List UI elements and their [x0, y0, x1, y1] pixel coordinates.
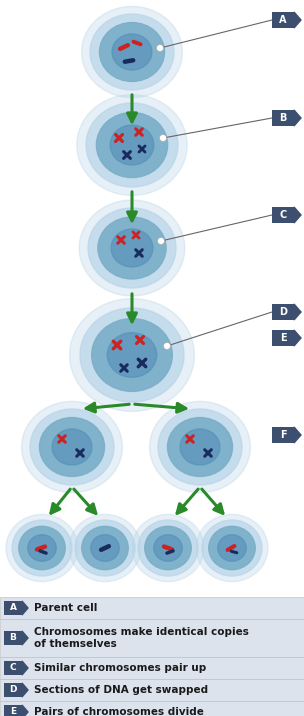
- Ellipse shape: [218, 535, 246, 561]
- Polygon shape: [294, 207, 301, 223]
- Polygon shape: [294, 427, 301, 443]
- Ellipse shape: [92, 319, 172, 392]
- Ellipse shape: [28, 535, 56, 561]
- FancyBboxPatch shape: [0, 657, 304, 679]
- Polygon shape: [22, 683, 28, 697]
- FancyBboxPatch shape: [0, 701, 304, 716]
- Ellipse shape: [86, 103, 178, 187]
- Ellipse shape: [112, 34, 152, 70]
- Ellipse shape: [52, 429, 92, 465]
- Ellipse shape: [158, 409, 242, 485]
- Ellipse shape: [98, 217, 166, 279]
- FancyBboxPatch shape: [0, 679, 304, 701]
- Circle shape: [164, 342, 171, 349]
- Ellipse shape: [22, 402, 123, 493]
- Ellipse shape: [69, 514, 141, 581]
- Ellipse shape: [168, 417, 233, 476]
- Polygon shape: [294, 110, 301, 126]
- Text: E: E: [280, 333, 286, 343]
- Text: Sections of DNA get swapped: Sections of DNA get swapped: [34, 685, 208, 695]
- Ellipse shape: [70, 299, 194, 412]
- Ellipse shape: [81, 6, 182, 97]
- FancyBboxPatch shape: [4, 705, 22, 716]
- Text: C: C: [279, 210, 287, 220]
- Ellipse shape: [99, 22, 164, 82]
- Ellipse shape: [107, 333, 157, 377]
- Ellipse shape: [132, 514, 204, 581]
- Polygon shape: [294, 330, 301, 346]
- Ellipse shape: [12, 520, 72, 576]
- Text: C: C: [10, 664, 16, 672]
- Text: D: D: [279, 307, 287, 317]
- FancyBboxPatch shape: [272, 304, 294, 320]
- Circle shape: [157, 44, 164, 52]
- Ellipse shape: [80, 308, 184, 402]
- Text: A: A: [9, 604, 16, 612]
- Ellipse shape: [88, 208, 176, 288]
- Ellipse shape: [154, 535, 182, 561]
- FancyBboxPatch shape: [4, 631, 22, 645]
- FancyBboxPatch shape: [0, 619, 304, 657]
- Polygon shape: [22, 705, 28, 716]
- Text: D: D: [9, 685, 17, 695]
- Text: F: F: [280, 430, 286, 440]
- Ellipse shape: [82, 526, 128, 570]
- Ellipse shape: [196, 514, 268, 581]
- FancyBboxPatch shape: [272, 12, 294, 28]
- Ellipse shape: [90, 14, 174, 90]
- Polygon shape: [22, 631, 28, 645]
- Text: E: E: [10, 707, 16, 716]
- Ellipse shape: [145, 526, 191, 570]
- Ellipse shape: [19, 526, 65, 570]
- Text: B: B: [9, 634, 16, 642]
- FancyBboxPatch shape: [272, 207, 294, 223]
- Polygon shape: [294, 304, 301, 320]
- Ellipse shape: [209, 526, 255, 570]
- Ellipse shape: [79, 200, 185, 296]
- Ellipse shape: [110, 125, 154, 165]
- Ellipse shape: [138, 520, 198, 576]
- Polygon shape: [22, 661, 28, 675]
- FancyBboxPatch shape: [4, 661, 22, 675]
- Circle shape: [157, 238, 164, 244]
- Text: Similar chromosomes pair up: Similar chromosomes pair up: [34, 663, 206, 673]
- FancyBboxPatch shape: [272, 110, 294, 126]
- Ellipse shape: [180, 429, 220, 465]
- FancyBboxPatch shape: [4, 601, 22, 615]
- Ellipse shape: [6, 514, 78, 581]
- Text: B: B: [279, 113, 287, 123]
- Polygon shape: [294, 12, 301, 28]
- FancyBboxPatch shape: [272, 330, 294, 346]
- Ellipse shape: [91, 535, 119, 561]
- Text: Parent cell: Parent cell: [34, 603, 97, 613]
- Text: A: A: [279, 15, 287, 25]
- Ellipse shape: [111, 229, 153, 267]
- Ellipse shape: [96, 112, 168, 178]
- Ellipse shape: [77, 95, 187, 195]
- Ellipse shape: [202, 520, 262, 576]
- Polygon shape: [22, 601, 28, 615]
- Ellipse shape: [30, 409, 114, 485]
- Text: Chromosomes make identical copies
of themselves: Chromosomes make identical copies of the…: [34, 626, 249, 649]
- Ellipse shape: [150, 402, 250, 493]
- FancyBboxPatch shape: [4, 683, 22, 697]
- FancyBboxPatch shape: [272, 427, 294, 443]
- Ellipse shape: [40, 417, 105, 476]
- Ellipse shape: [75, 520, 135, 576]
- Circle shape: [160, 135, 167, 142]
- FancyBboxPatch shape: [0, 597, 304, 619]
- Text: Pairs of chromosomes divide: Pairs of chromosomes divide: [34, 707, 204, 716]
